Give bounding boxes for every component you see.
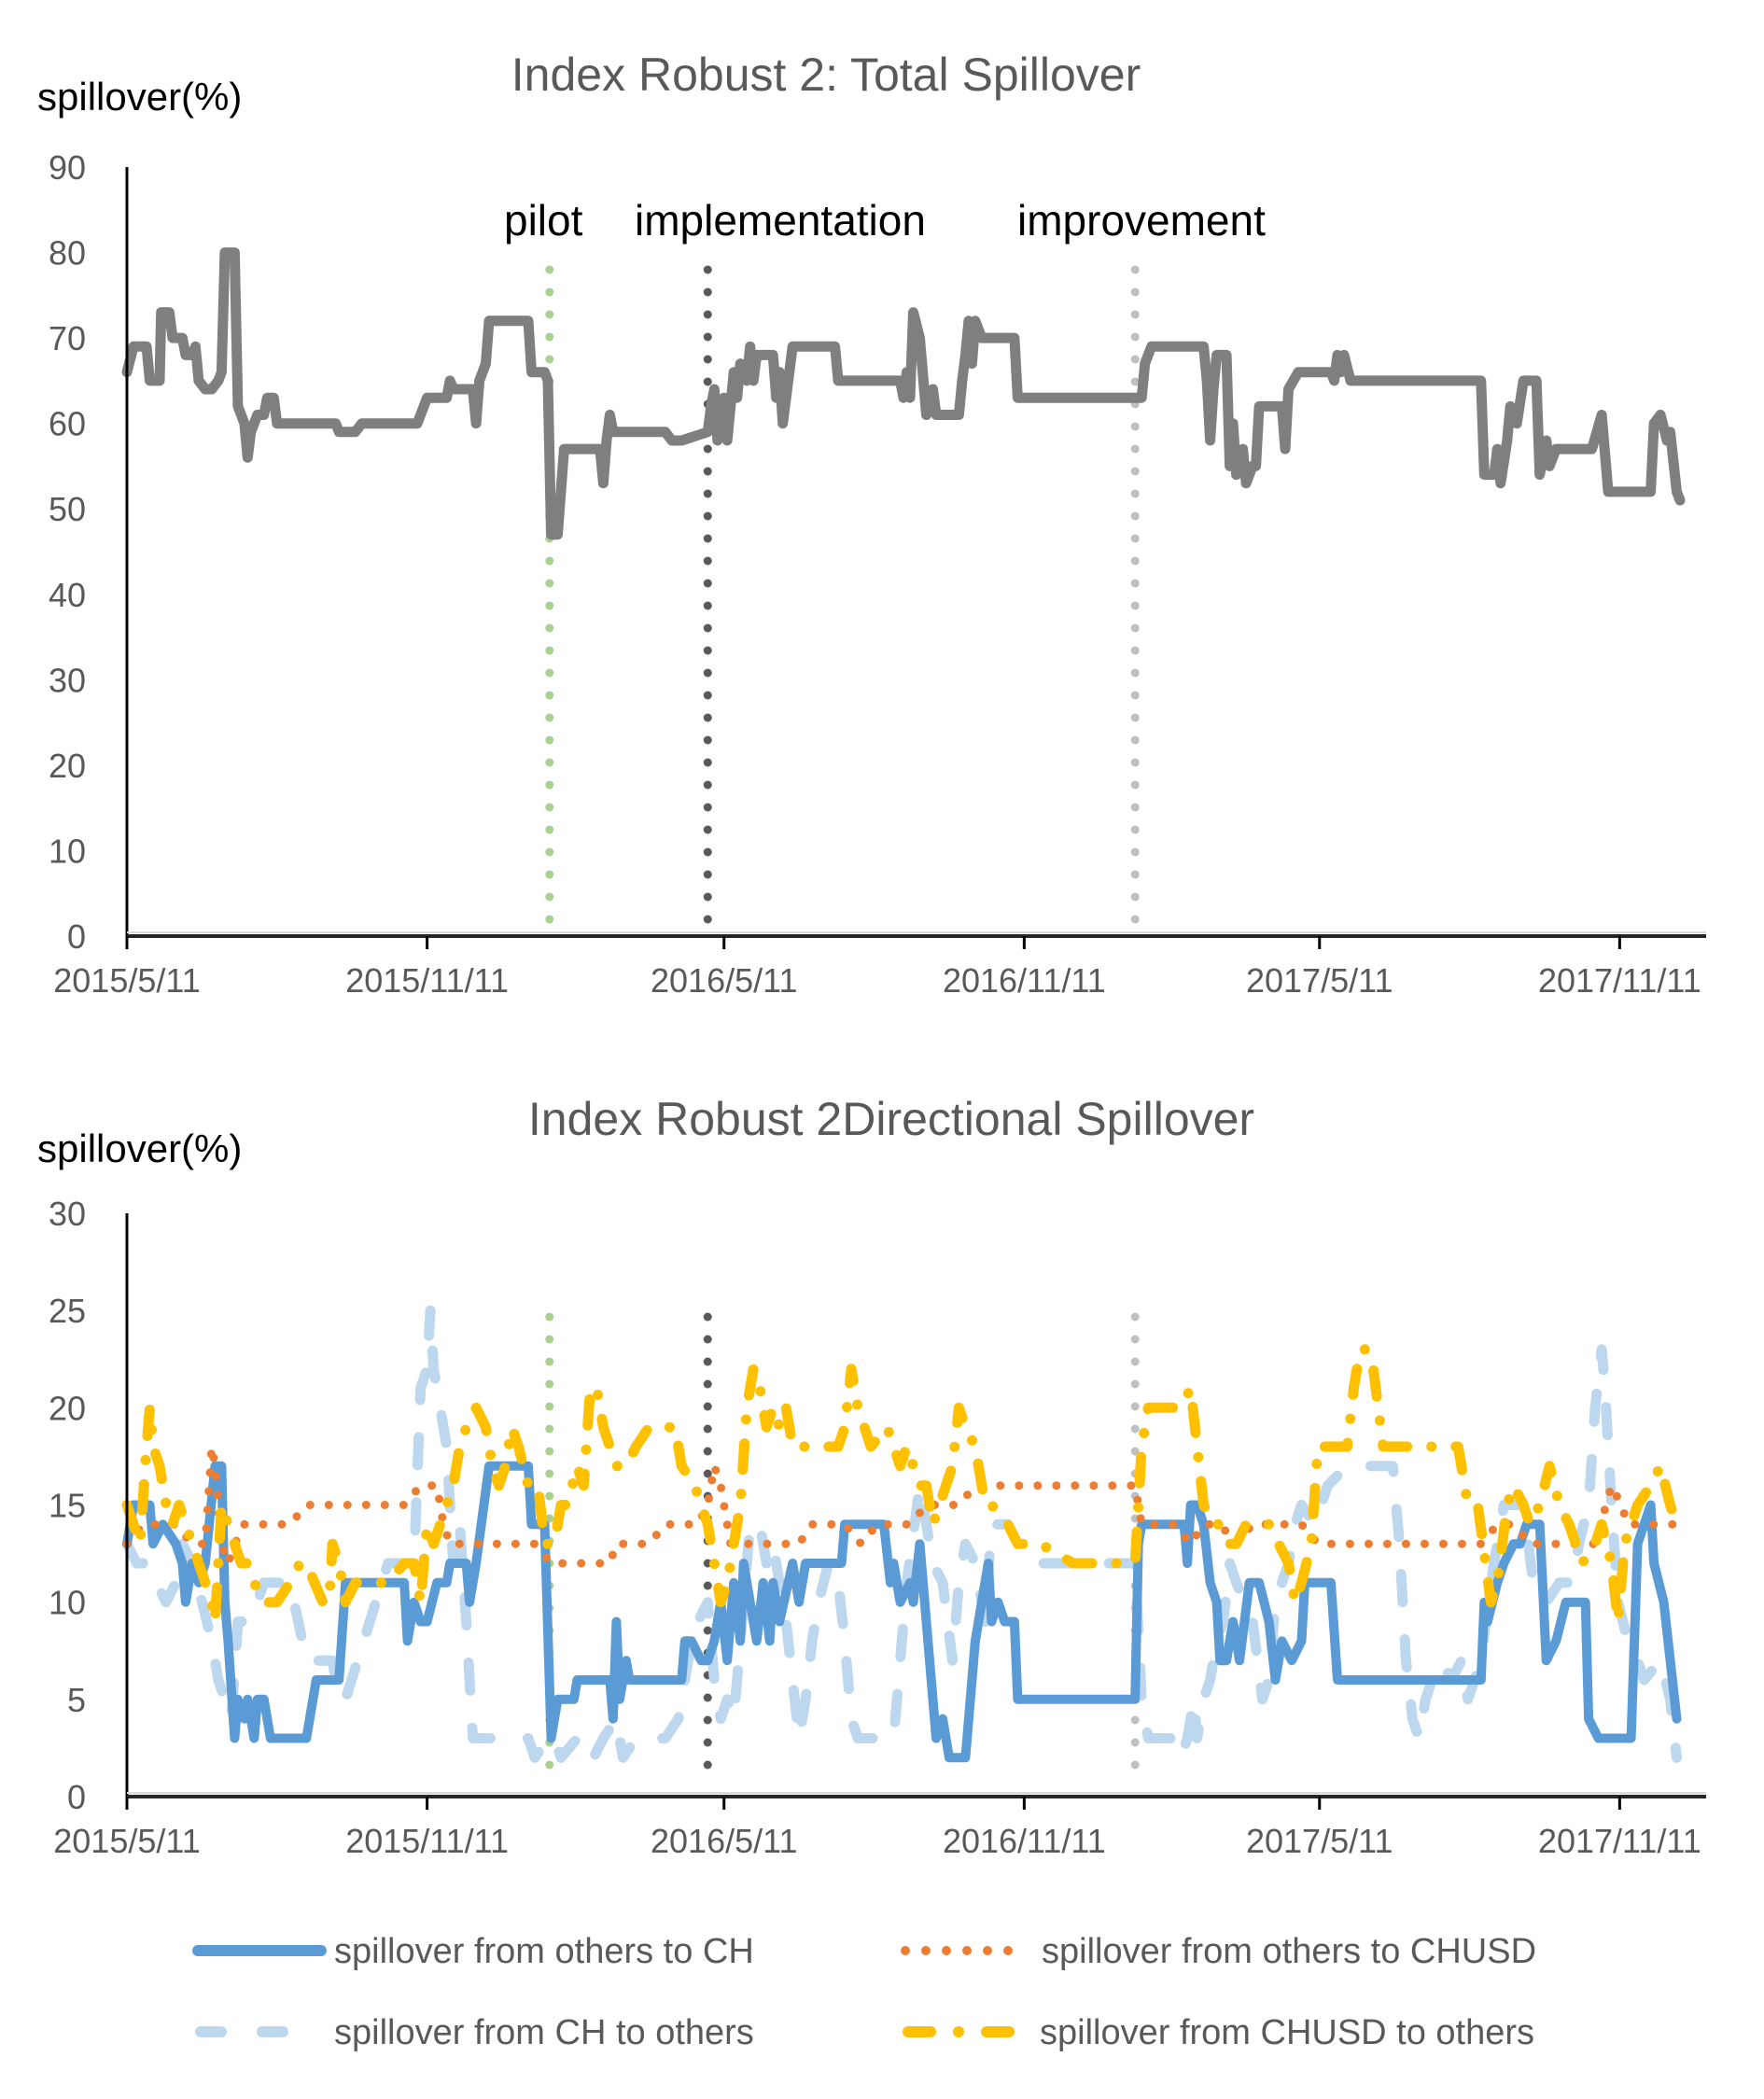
y-tick-label: 70 bbox=[49, 319, 86, 357]
chart-title: Index Robust 2: Total Spillover bbox=[511, 49, 1141, 101]
x-tick-labels: 2015/5/11 2015/11/11 2016/5/11 2016/11/11 20… bbox=[53, 1797, 1701, 1860]
event-label-implementation: implementation bbox=[635, 196, 926, 245]
series-group bbox=[121, 247, 1686, 540]
y-tick-label: 15 bbox=[49, 1487, 86, 1525]
event-markers: pilot implementation improvement bbox=[504, 196, 1266, 931]
legend-item-ch-to-others: spillover from CH to others bbox=[195, 2013, 754, 2052]
x-tick-label: 2017/5/11 bbox=[1246, 961, 1393, 1000]
y-tick-label: 25 bbox=[49, 1292, 86, 1330]
series-line-0 bbox=[122, 1461, 1682, 1763]
series-line-2 bbox=[121, 1305, 1682, 1763]
x-tick-label: 2016/11/11 bbox=[943, 961, 1106, 1000]
legend-label: spillover from others to CHUSD bbox=[1042, 1932, 1536, 1971]
x-tick-label: 2017/11/11 bbox=[1538, 961, 1701, 1000]
x-tick-labels: 2015/5/11 2015/11/11 2016/5/11 2016/11/11 20… bbox=[53, 936, 1701, 1000]
axes bbox=[125, 167, 1706, 949]
x-tick-label: 2015/11/11 bbox=[345, 1822, 509, 1860]
legend-label: spillover from others to CH bbox=[334, 1932, 754, 1971]
total-spillover-chart: Index Robust 2: Total Spillover spillove… bbox=[37, 49, 1706, 1000]
y-tick-label: 90 bbox=[49, 148, 86, 187]
series-line-0 bbox=[121, 247, 1686, 540]
chart-title: Index Robust 2Directional Spillover bbox=[528, 1093, 1254, 1145]
legend-item-others-to-chusd: spillover from others to CHUSD bbox=[901, 1932, 1536, 1971]
y-tick-label: 40 bbox=[49, 576, 86, 614]
y-tick-label: 20 bbox=[49, 1389, 86, 1427]
y-tick-label: 30 bbox=[49, 661, 86, 699]
y-axis-label: spillover(%) bbox=[37, 1126, 242, 1170]
y-tick-label: 50 bbox=[49, 490, 86, 528]
series-line-3 bbox=[121, 1344, 1682, 1627]
y-tick-label: 20 bbox=[49, 747, 86, 785]
series-line-1 bbox=[122, 1442, 1681, 1568]
y-tick-label: 10 bbox=[49, 832, 86, 870]
legend: spillover from others to CH spillover fr… bbox=[192, 1932, 1536, 2052]
x-tick-label: 2015/11/11 bbox=[345, 961, 509, 1000]
legend-item-chusd-to-others: spillover from CHUSD to others bbox=[903, 2013, 1534, 2052]
y-tick-label: 30 bbox=[49, 1195, 86, 1233]
x-tick-label: 2016/5/11 bbox=[651, 1822, 797, 1860]
x-tick-label: 2017/11/11 bbox=[1538, 1822, 1701, 1860]
x-tick-label: 2017/5/11 bbox=[1246, 1822, 1393, 1860]
legend-label: spillover from CHUSD to others bbox=[1040, 2013, 1534, 2052]
y-tick-label: 60 bbox=[49, 405, 86, 443]
axes bbox=[125, 1213, 1706, 1810]
y-tick-label: 10 bbox=[49, 1584, 86, 1622]
y-tick-label: 80 bbox=[49, 234, 86, 273]
y-tick-label: 0 bbox=[67, 917, 86, 956]
x-tick-label: 2016/11/11 bbox=[943, 1822, 1106, 1860]
event-label-pilot: pilot bbox=[504, 196, 583, 245]
y-tick-labels: 0 10 20 30 40 50 60 70 80 90 bbox=[49, 148, 86, 956]
y-tick-label: 0 bbox=[67, 1778, 86, 1816]
x-tick-label: 2015/5/11 bbox=[53, 1822, 200, 1860]
directional-spillover-chart: Index Robust 2Directional Spillover spil… bbox=[37, 1093, 1706, 1860]
x-tick-label: 2016/5/11 bbox=[651, 961, 797, 1000]
y-tick-labels: 0 5 10 15 20 25 30 bbox=[49, 1195, 86, 1816]
event-label-improvement: improvement bbox=[1017, 196, 1266, 245]
y-tick-label: 5 bbox=[67, 1681, 86, 1719]
x-tick-label: 2015/5/11 bbox=[53, 961, 200, 1000]
legend-label: spillover from CH to others bbox=[334, 2013, 754, 2052]
legend-item-others-to-ch: spillover from others to CH bbox=[192, 1932, 754, 1971]
y-axis-label: spillover(%) bbox=[37, 75, 242, 119]
series-group bbox=[121, 1305, 1682, 1763]
